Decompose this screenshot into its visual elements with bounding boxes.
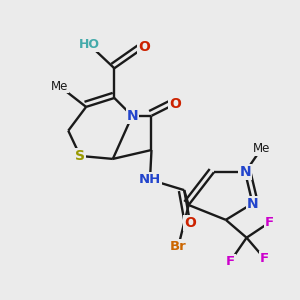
Text: O: O (138, 40, 150, 55)
Text: S: S (75, 149, 85, 163)
Text: HO: HO (79, 38, 100, 51)
Text: N: N (247, 196, 258, 211)
Text: Me: Me (51, 80, 68, 93)
Text: Me: Me (253, 142, 270, 155)
Text: N: N (126, 109, 138, 123)
Text: NH: NH (139, 173, 161, 186)
Text: O: O (169, 97, 181, 111)
Text: F: F (260, 252, 269, 265)
Text: O: O (184, 216, 196, 230)
Text: F: F (264, 216, 274, 229)
Text: F: F (226, 255, 235, 268)
Text: Br: Br (170, 240, 187, 253)
Text: N: N (239, 165, 251, 179)
